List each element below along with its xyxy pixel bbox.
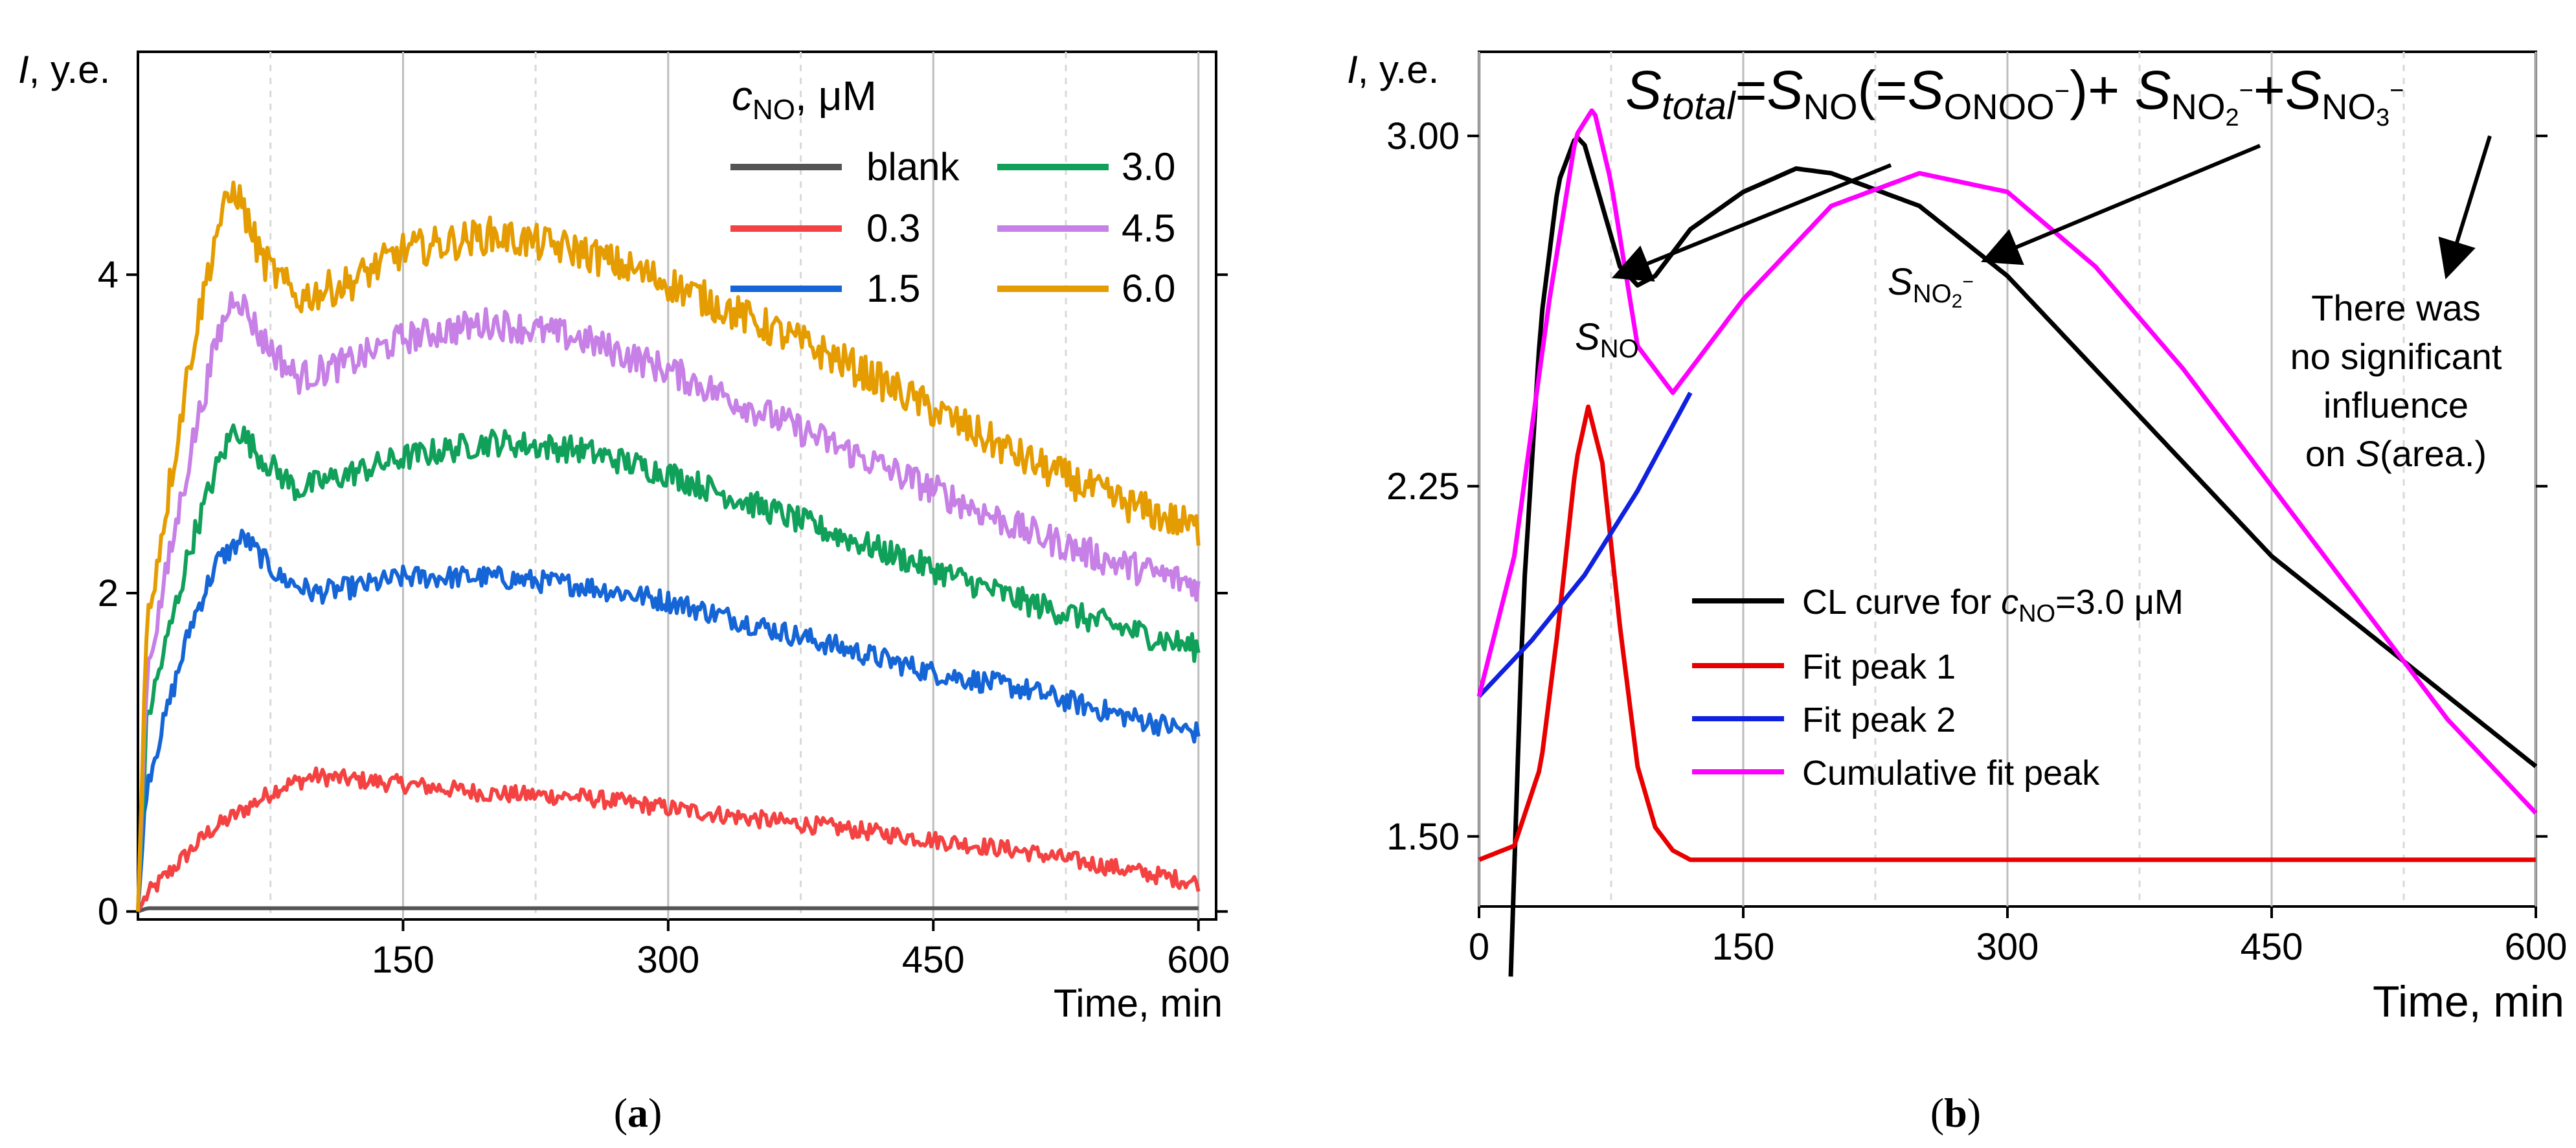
s-no-label: SNO <box>1575 316 1639 363</box>
panel-a-ticks: 150 300 450 600 0 2 4 <box>98 254 1230 981</box>
legend-label: 1.5 <box>866 267 920 310</box>
legend-title: cNO, μM <box>732 73 877 126</box>
y-tick-label: 2.25 <box>1386 466 1460 508</box>
legend-label: Cumulative fit peak <box>1802 754 2100 793</box>
panel-a: 150 300 450 600 0 2 4 I, y.e. Time, min cNO, μ… <box>18 48 1230 1136</box>
panel-b-ylabel: I, y.e. <box>1347 48 1439 91</box>
panel-b-xlabel: Time, min <box>2373 977 2564 1026</box>
x-tick-label: 450 <box>902 939 965 981</box>
note-annotation: There was no significant influence on S(… <box>2290 287 2502 474</box>
legend-item-6.0: 6.0 <box>997 267 1175 310</box>
series-line-cumulative-fit-peak <box>1476 108 2538 815</box>
x-tick-label: 150 <box>1712 926 1775 968</box>
panel-a-ylabel: I, y.e. <box>18 48 110 91</box>
legend-label: blank <box>866 145 960 188</box>
note-line-2: no significant <box>2290 336 2502 377</box>
s-no2-label: SNO2− <box>1888 261 1974 312</box>
legend-item-blank: blank <box>730 145 960 188</box>
series-line-fit-peak-2 <box>1477 391 1693 698</box>
x-tick-label: 0 <box>1469 926 1489 968</box>
legend-label: Fit peak 1 <box>1802 647 1956 686</box>
legend-item-0.3: 0.3 <box>730 207 920 250</box>
arrow-to-s-no2 <box>1980 144 2261 265</box>
legend-label: Fit peak 2 <box>1802 701 1956 739</box>
series-line-fit-peak-1 <box>1478 404 2536 862</box>
panel-a-legend: cNO, μM blank 0.3 1.5 3.0 4.5 <box>730 73 1175 310</box>
y-tick-label: 4 <box>98 254 119 296</box>
series-line-4.5 <box>136 291 1201 912</box>
note-line-3: influence <box>2323 385 2469 425</box>
arrow-to-note <box>2438 135 2492 280</box>
arrow-to-s-no <box>1611 163 1892 282</box>
legend-item-1.5: 1.5 <box>730 267 920 310</box>
legend-item-fit-peak-1: Fit peak 1 <box>1692 647 1956 686</box>
series-line-3.0 <box>136 423 1201 912</box>
legend-item-3.0: 3.0 <box>997 145 1175 188</box>
y-tick-label: 0 <box>98 891 119 933</box>
legend-label: 0.3 <box>866 207 920 250</box>
panel-a-series <box>136 180 1201 914</box>
panel-b: 0 150 300 450 600 1.50 2.25 3.00 I, y.e. Time, … <box>1347 48 2567 1136</box>
y-tick-label: 2 <box>98 572 119 614</box>
legend-item-cumulative-fit: Cumulative fit peak <box>1692 754 2100 793</box>
panel-a-plot-frame <box>137 51 1217 921</box>
x-tick-label: 300 <box>1976 926 2039 968</box>
panel-a-gridlines <box>269 52 1200 919</box>
legend-label: 3.0 <box>1122 145 1175 188</box>
panel-b-series <box>1476 108 2538 977</box>
series-line-6.0 <box>136 180 1201 912</box>
panel-b-legend: CL curve for cNO=3.0 μM Fit peak 1 Fit p… <box>1692 583 2184 793</box>
note-line-1: There was <box>2311 287 2480 328</box>
panel-b-caption: (b) <box>1930 1090 1981 1136</box>
legend-item-cl-curve: CL curve for cNO=3.0 μM <box>1692 583 2184 627</box>
x-tick-label: 600 <box>2505 926 2568 968</box>
equation-annotation: Stotal=SNO(=SONOO−)+ SNO2−+SNO3− <box>1625 60 2404 131</box>
panel-b-ticks: 0 150 300 450 600 1.50 2.25 3.00 <box>1386 115 2567 968</box>
panel-a-xlabel: Time, min <box>1054 982 1223 1025</box>
legend-item-4.5: 4.5 <box>997 207 1175 250</box>
y-tick-label: 1.50 <box>1386 816 1460 858</box>
series-line-cl-curve-for-c-no-3.0-m <box>1508 135 2538 977</box>
legend-label: 4.5 <box>1122 207 1175 250</box>
panel-a-caption: (a) <box>614 1090 662 1136</box>
legend-label: 6.0 <box>1122 267 1175 310</box>
series-line-1.5 <box>136 528 1201 912</box>
x-tick-label: 150 <box>372 939 435 981</box>
legend-item-fit-peak-2: Fit peak 2 <box>1692 701 1956 739</box>
x-tick-label: 300 <box>637 939 699 981</box>
y-tick-label: 3.00 <box>1386 115 1460 157</box>
x-tick-label: 600 <box>1167 939 1230 981</box>
legend-label: CL curve for cNO=3.0 μM <box>1802 583 2184 627</box>
x-tick-label: 450 <box>2241 926 2303 968</box>
series-line-blank <box>137 906 1199 914</box>
series-line-0.3 <box>136 766 1201 913</box>
note-line-4: on S(area.) <box>2305 433 2487 474</box>
